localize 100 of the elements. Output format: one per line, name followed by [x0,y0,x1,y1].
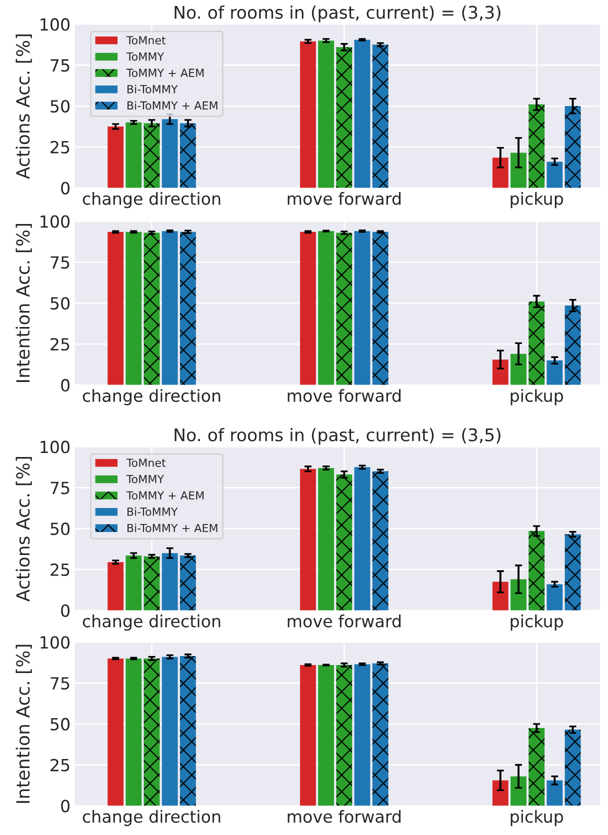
bar [144,658,160,806]
bar [354,231,370,385]
y-tick-label: 100 [40,440,70,454]
bar [546,584,563,610]
y-tick-label: 0 [61,182,70,194]
y-tick-label: 50 [50,718,70,731]
y-tick-label: 50 [50,100,70,113]
bar [300,468,316,610]
legend-label: Bi-ToMMY [127,507,178,516]
y-tick-label: 25 [50,140,70,154]
bar [528,104,545,188]
bar [126,556,142,610]
bar [564,730,581,806]
x-tick-label: change direction [82,810,220,826]
bar [108,658,124,806]
legend-label: ToMMY + AEM [126,491,204,500]
y-tick-label: 50 [50,522,70,536]
bar [528,531,545,610]
bar [108,126,124,188]
y-tick-label: 25 [50,758,70,772]
bar [492,158,508,188]
legend-label: Bi-ToMMY + AEM [127,101,218,110]
legend-label: Bi-ToMMY + AEM [127,524,218,532]
bar [372,44,388,188]
x-tick-label: move forward [288,614,401,628]
bar [108,562,124,610]
legend-label: ToMMY + AEM [126,68,204,78]
bar [510,152,526,188]
x-tick-label: pickup [510,192,564,208]
bar [180,556,196,610]
y-tick-label: 0 [61,378,70,392]
bar [372,471,388,610]
bar [300,232,316,385]
bar [510,579,526,610]
bar [510,354,526,385]
legend-label: ToMnet [126,36,166,44]
bar [144,123,160,188]
y-axis-title: Intention Acc. [%] [16,644,32,803]
x-tick-label: pickup [510,810,564,826]
y-tick-label: 0 [61,800,70,812]
bar [546,360,563,385]
bar [162,231,178,385]
y-tick-label: 75 [50,677,70,690]
y-tick-label: 75 [50,482,70,494]
bar [546,780,563,806]
bar [546,162,563,188]
bar [180,123,196,188]
y-tick-label: 25 [50,563,70,576]
bar [492,582,508,610]
y-tick-label: 100 [40,636,70,649]
x-tick-label: change direction [82,389,220,406]
bar [564,534,581,610]
y-tick-label: 75 [50,59,70,72]
bar [528,301,545,385]
bar [108,232,124,385]
bar [336,232,352,385]
bar [318,231,334,385]
bar [372,663,388,806]
bar [300,41,316,188]
y-axis-title: Intention Acc. [%] [16,224,32,382]
bar [372,232,388,385]
legend-label: Bi-ToMMY [127,84,178,94]
bar [492,780,508,806]
y-tick-label: 75 [50,256,70,269]
bar [300,665,316,806]
y-tick-label: 50 [50,297,70,310]
bar [528,728,545,806]
x-tick-label: move forward [288,389,401,402]
bar [354,40,370,188]
bar [318,468,334,610]
bar [336,474,352,610]
y-axis-title: Actions Acc. [%] [16,456,32,602]
bar [162,119,178,188]
chart-title: No. of rooms in (past, current) = (3,3) [174,5,500,22]
y-tick-label: 0 [61,604,70,617]
bar [510,776,526,806]
bar [126,122,142,188]
bar [492,360,508,385]
bar [126,232,142,385]
bar [354,467,370,610]
bar [144,556,160,610]
x-tick-label: change direction [82,192,220,208]
bar [318,40,334,188]
legend-label: ToMMY [126,52,164,61]
bar [144,232,160,385]
y-tick-label: 100 [40,18,70,31]
y-axis-title: Actions Acc. [%] [16,34,32,180]
bar [336,665,352,806]
y-tick-label: 25 [50,338,70,351]
bar [318,665,334,806]
legend-label: ToMnet [126,458,166,467]
x-tick-label: pickup [510,614,564,631]
x-tick-label: move forward [288,810,401,823]
legend-label: ToMMY [126,475,164,484]
y-tick-label: 100 [40,215,70,228]
bar [162,656,178,806]
bar [564,306,581,385]
bar [564,106,581,188]
x-tick-label: move forward [288,192,401,205]
bar [354,664,370,806]
